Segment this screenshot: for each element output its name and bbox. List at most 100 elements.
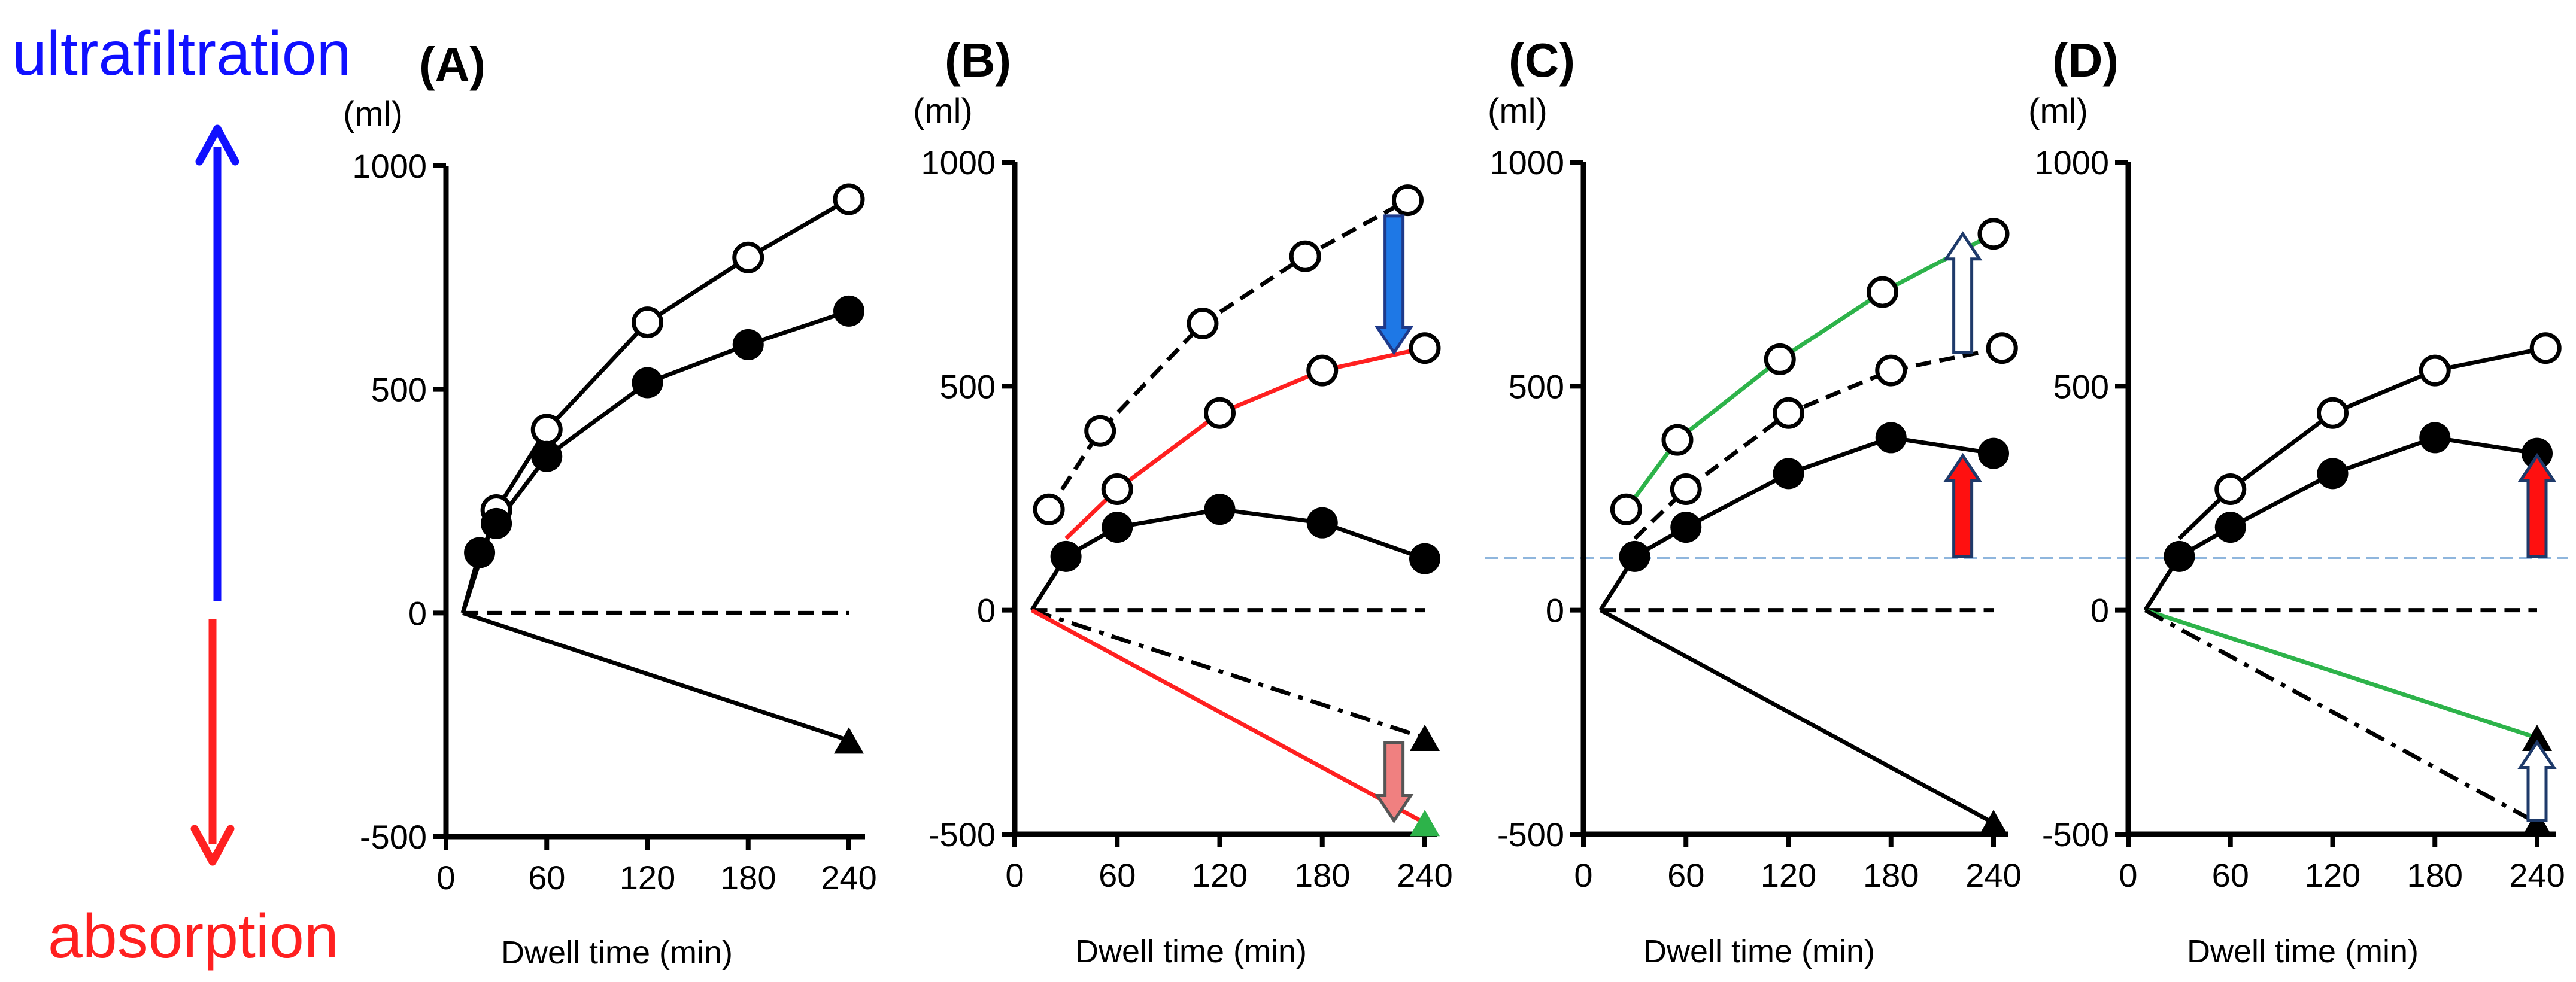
data-point-triangle: [1979, 810, 2008, 837]
series-line: [1599, 608, 1995, 825]
x-tick-label: 60: [2212, 856, 2249, 894]
y-tick-label: 0: [1546, 592, 1564, 630]
data-point-open-circle: [1289, 240, 1321, 272]
data-point-triangle: [1410, 810, 1440, 837]
data-point-open-circle: [1306, 354, 1339, 387]
y-tick-label: 1000: [352, 147, 427, 185]
data-point-open-circle: [1875, 354, 1907, 387]
data-point-filled-circle: [1978, 437, 2009, 469]
data-point-open-circle: [1084, 415, 1116, 447]
x-tick-label: 60: [528, 859, 565, 896]
y-tick-label: -500: [360, 818, 427, 856]
data-point-open-circle: [1866, 276, 1898, 308]
y-tick-label: 0: [977, 592, 996, 630]
data-point-open-circle: [632, 306, 663, 339]
data-point-triangle: [1410, 725, 1440, 752]
data-point-filled-circle: [1102, 512, 1133, 543]
series-line: [460, 309, 850, 614]
x-tick-label: 120: [1192, 856, 1248, 894]
x-axis-label: Dwell time (min): [501, 935, 733, 971]
data-point-filled-circle: [1773, 458, 1804, 490]
data-point-open-circle: [1101, 473, 1133, 506]
data-point-open-circle: [833, 183, 865, 215]
x-tick-label: 0: [1574, 856, 1592, 894]
data-point-open-circle: [1610, 493, 1642, 525]
data-point-filled-circle: [833, 295, 864, 327]
data-point-triangle: [2522, 725, 2552, 752]
y-unit-label: (ml): [913, 92, 973, 130]
data-point-open-circle: [1409, 332, 1441, 364]
data-point-open-circle: [1661, 424, 1694, 456]
change-arrow: [1374, 741, 1414, 824]
y-tick-label: 1000: [921, 144, 996, 181]
data-point-filled-circle: [2317, 458, 2349, 490]
x-axis-label: Dwell time (min): [2187, 934, 2419, 969]
absorption-label: absorption: [48, 902, 339, 971]
data-point-filled-circle: [1306, 507, 1338, 539]
data-point-filled-circle: [1204, 494, 1236, 525]
series-line: [2144, 608, 2538, 825]
panel-c: (C) (ml) Dwell time (min) -500 0 500 1000 0 6…: [1488, 34, 2022, 969]
data-point-open-circle: [732, 241, 764, 273]
y-tick-label: 500: [371, 371, 427, 409]
data-point-filled-circle: [531, 440, 563, 472]
x-tick-label: 240: [1397, 856, 1452, 894]
data-point-open-circle: [2529, 332, 2562, 364]
x-tick-label: 180: [720, 859, 776, 896]
data-point-open-circle: [1764, 343, 1796, 375]
y-tick-label: 1000: [1489, 144, 1564, 181]
data-point-filled-circle: [1670, 512, 1702, 543]
x-tick-label: 120: [1761, 856, 1816, 894]
data-point-open-circle: [2317, 397, 2349, 429]
y-tick-label: -500: [929, 816, 996, 853]
data-point-filled-circle: [481, 507, 512, 539]
y-tick-label: 0: [408, 594, 427, 632]
series-line: [462, 611, 850, 743]
data-point-filled-circle: [1409, 543, 1440, 574]
data-point-filled-circle: [632, 367, 663, 399]
x-axis-label: Dwell time (min): [1643, 934, 1875, 969]
series-line: [2144, 608, 2538, 740]
y-unit-label: (ml): [2028, 92, 2088, 130]
data-point-open-circle: [1773, 397, 1804, 429]
data-point-open-circle: [1204, 397, 1236, 429]
y-tick-label: 500: [1509, 367, 1564, 405]
y-tick-label: 1000: [2034, 144, 2109, 181]
x-tick-label: 240: [2509, 856, 2565, 894]
data-point-open-circle: [1670, 473, 1702, 506]
series-line: [1064, 346, 1425, 540]
data-point-filled-circle: [732, 329, 764, 360]
series-line: [1031, 608, 1426, 740]
change-arrow: [2517, 452, 2557, 558]
panel-title: (C): [1509, 34, 1575, 87]
y-unit-label: (ml): [1488, 92, 1548, 130]
data-point-open-circle: [1986, 332, 2018, 364]
x-tick-label: 120: [620, 859, 675, 896]
panel-title: (A): [419, 38, 486, 91]
data-point-open-circle: [1977, 218, 2010, 250]
y-tick-label: -500: [2042, 816, 2109, 853]
y-tick-label: -500: [1497, 816, 1564, 853]
data-point-open-circle: [2419, 354, 2451, 387]
data-point-filled-circle: [2419, 422, 2451, 454]
data-point-open-circle: [1391, 184, 1424, 217]
data-point-filled-circle: [2214, 512, 2246, 543]
panel-title: (B): [945, 34, 1011, 87]
x-tick-label: 120: [2305, 856, 2360, 894]
x-tick-label: 240: [821, 859, 876, 896]
data-point-filled-circle: [2164, 540, 2195, 572]
series-line: [1030, 507, 1426, 612]
y-tick-label: 500: [2053, 367, 2109, 405]
x-tick-label: 180: [1863, 856, 1919, 894]
panel-d: (D) (ml) Dwell time (min) -500 0 500 1000 0 6…: [2028, 34, 2565, 969]
x-tick-label: 0: [436, 859, 455, 896]
series-line: [460, 197, 850, 614]
change-arrow: [1943, 452, 1983, 558]
data-point-triangle: [834, 727, 864, 754]
data-point-triangle: [2522, 810, 2552, 837]
x-tick-label: 60: [1667, 856, 1704, 894]
y-tick-label: 500: [940, 367, 996, 405]
data-point-open-circle: [2214, 473, 2247, 506]
